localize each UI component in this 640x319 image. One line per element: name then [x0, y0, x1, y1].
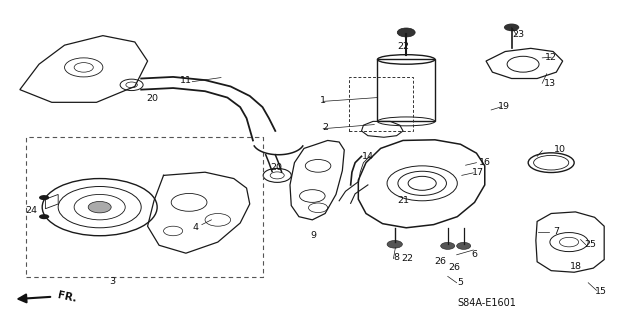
Text: FR.: FR.: [57, 290, 78, 304]
Text: 6: 6: [472, 250, 477, 259]
Text: 22: 22: [401, 254, 413, 263]
Text: 3: 3: [109, 277, 115, 286]
Circle shape: [441, 242, 455, 249]
Text: 5: 5: [458, 278, 463, 287]
Text: 13: 13: [544, 79, 556, 88]
Bar: [349, 77, 413, 131]
Circle shape: [504, 24, 519, 31]
Text: 10: 10: [554, 145, 566, 154]
Text: 26: 26: [434, 257, 446, 266]
Text: 20: 20: [271, 163, 283, 172]
Circle shape: [457, 242, 470, 249]
Circle shape: [387, 241, 403, 248]
Text: 21: 21: [397, 196, 409, 205]
Circle shape: [39, 214, 49, 219]
Text: 23: 23: [512, 31, 524, 40]
Text: 18: 18: [570, 262, 582, 271]
Text: 26: 26: [448, 263, 460, 272]
Text: 8: 8: [394, 254, 399, 263]
Text: 9: 9: [310, 231, 317, 240]
Text: 25: 25: [585, 240, 596, 249]
Text: 2: 2: [322, 123, 328, 132]
Circle shape: [397, 28, 415, 37]
Text: 4: 4: [193, 223, 198, 232]
Text: 22: 22: [397, 42, 409, 51]
Text: 20: 20: [147, 94, 159, 103]
Bar: [378, 59, 435, 122]
Bar: [26, 137, 262, 277]
Circle shape: [88, 201, 111, 213]
Text: 19: 19: [498, 102, 510, 111]
Text: 12: 12: [545, 53, 557, 62]
Circle shape: [39, 195, 49, 200]
Text: 15: 15: [595, 287, 607, 296]
Text: 24: 24: [26, 206, 37, 215]
Text: 14: 14: [362, 152, 374, 161]
Text: 11: 11: [180, 76, 192, 85]
Text: 7: 7: [554, 227, 559, 236]
Text: 17: 17: [472, 168, 484, 177]
Text: S84A-E1601: S84A-E1601: [458, 298, 516, 308]
Text: 16: 16: [479, 158, 491, 167]
Text: 1: 1: [320, 96, 326, 105]
